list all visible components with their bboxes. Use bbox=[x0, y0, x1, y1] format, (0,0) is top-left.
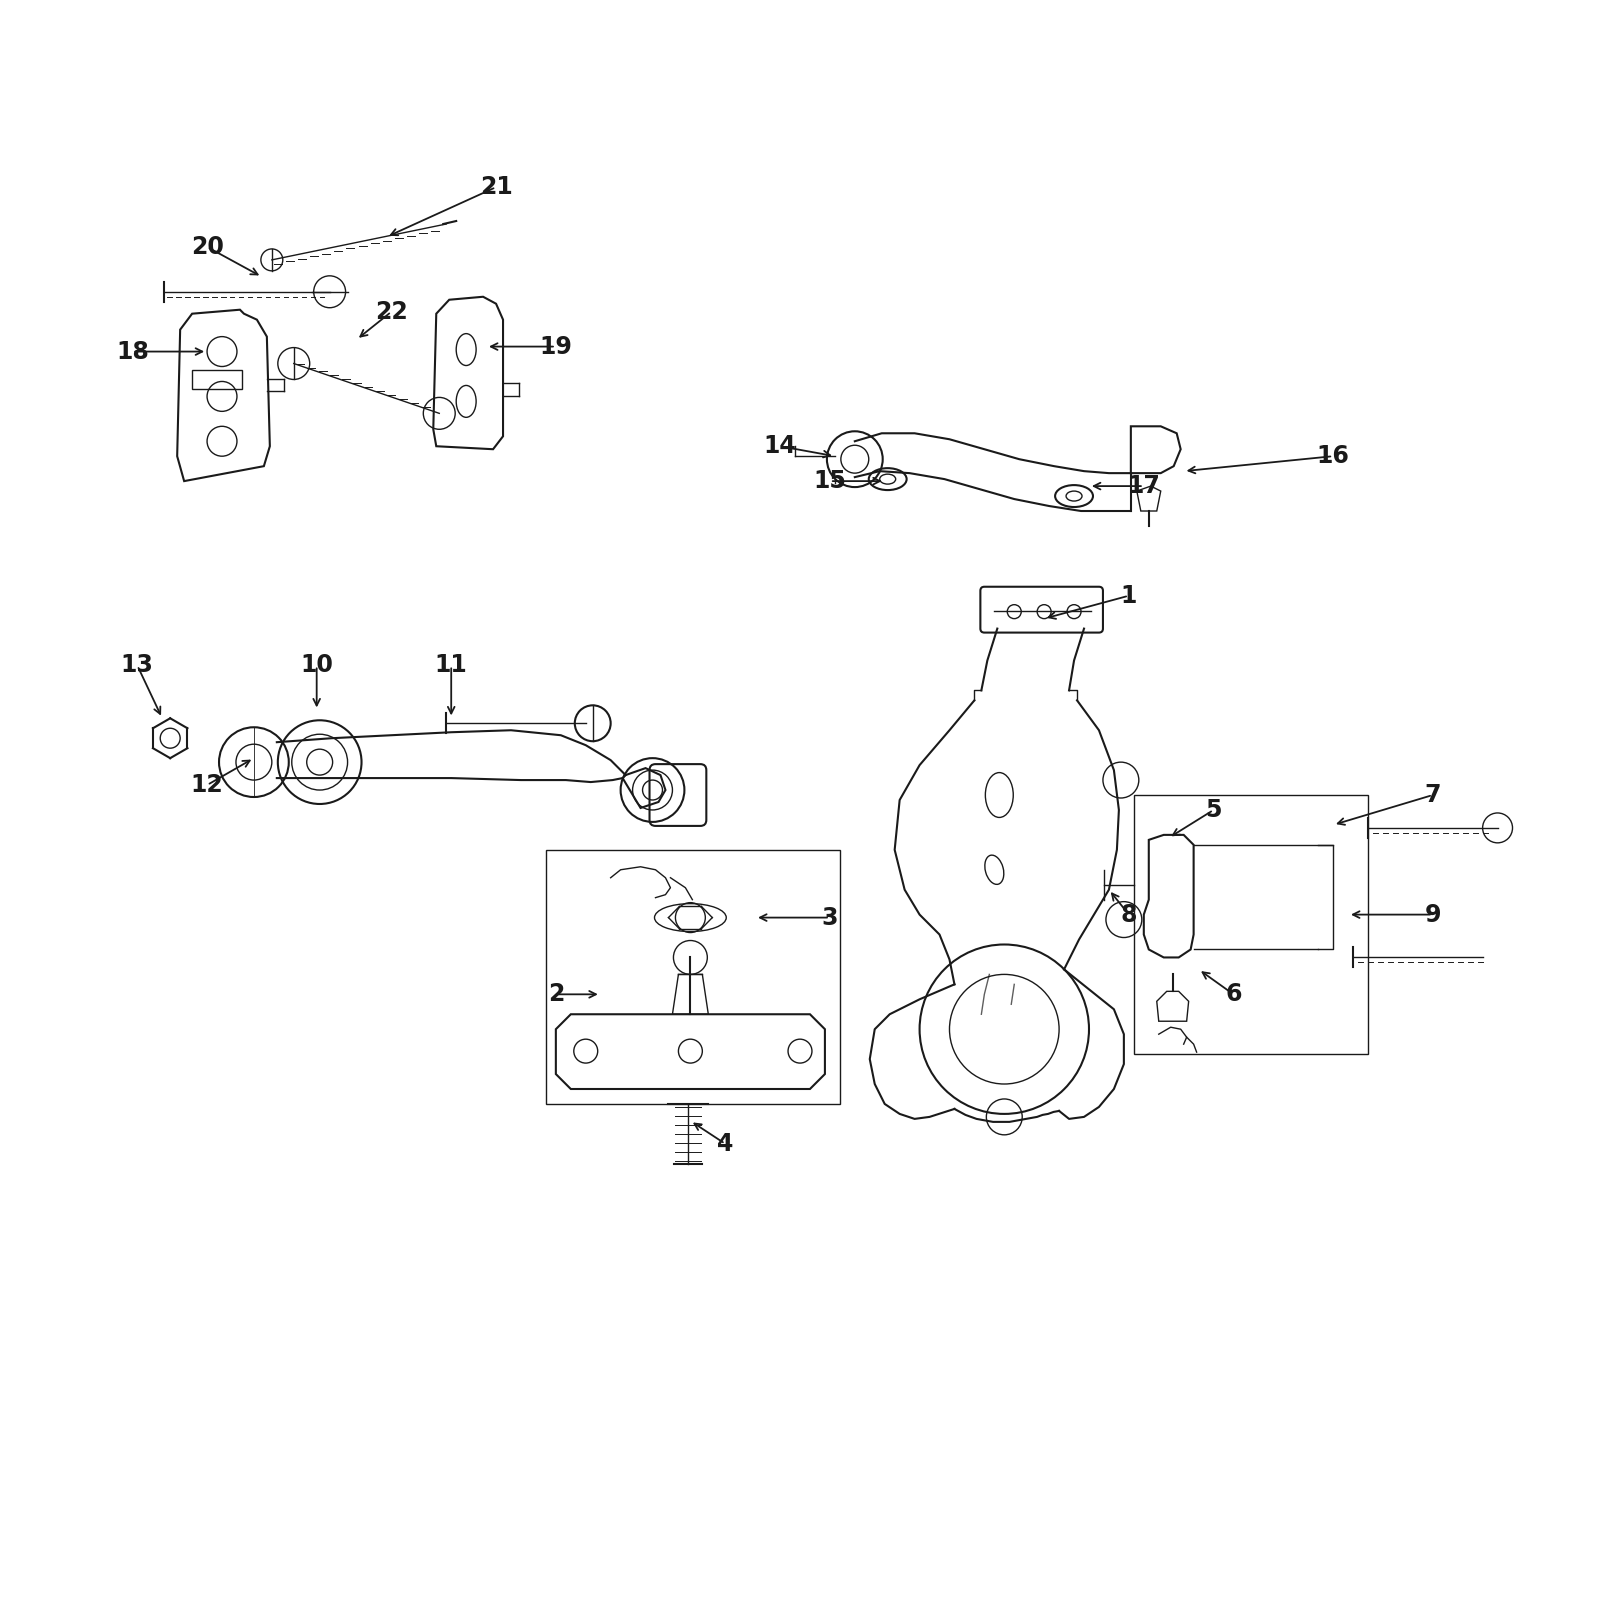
Text: 1: 1 bbox=[1120, 584, 1138, 608]
Bar bbox=[192, 370, 242, 389]
Text: 8: 8 bbox=[1120, 902, 1138, 926]
Text: 4: 4 bbox=[717, 1131, 733, 1155]
Text: 5: 5 bbox=[1205, 798, 1222, 822]
Text: 11: 11 bbox=[435, 653, 467, 677]
Text: 13: 13 bbox=[122, 653, 154, 677]
Text: 22: 22 bbox=[374, 299, 408, 323]
Text: 16: 16 bbox=[1317, 445, 1349, 469]
Text: 20: 20 bbox=[190, 235, 224, 259]
Text: 21: 21 bbox=[480, 174, 512, 198]
Text: 6: 6 bbox=[1226, 982, 1242, 1006]
Text: 7: 7 bbox=[1424, 782, 1442, 806]
Text: 14: 14 bbox=[763, 434, 797, 458]
Text: 2: 2 bbox=[547, 982, 565, 1006]
Bar bbox=[546, 850, 840, 1104]
Text: 12: 12 bbox=[190, 773, 224, 797]
Text: 9: 9 bbox=[1424, 902, 1442, 926]
Text: 10: 10 bbox=[301, 653, 333, 677]
Text: 19: 19 bbox=[539, 334, 573, 358]
Text: 15: 15 bbox=[813, 469, 846, 493]
Text: 3: 3 bbox=[822, 906, 838, 930]
Text: 17: 17 bbox=[1128, 474, 1160, 498]
Text: 18: 18 bbox=[115, 339, 149, 363]
Bar bbox=[1134, 795, 1368, 1054]
